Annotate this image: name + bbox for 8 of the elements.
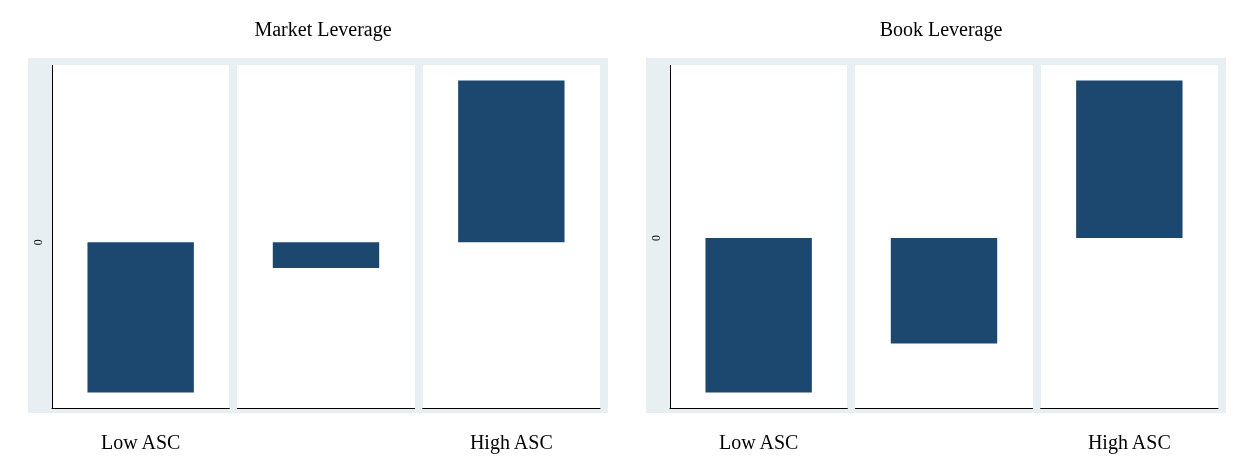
text: 0	[649, 235, 663, 242]
x-tick-label: High ASC	[1087, 431, 1171, 454]
text: 0	[31, 239, 45, 246]
x-tick-label: Low ASC	[100, 431, 181, 453]
chart-title: Book Leverage	[879, 18, 1003, 41]
chart-title: Market Leverage	[254, 18, 392, 41]
x-tick-label: Low ASC	[718, 431, 799, 453]
x-tick-label: High ASC	[469, 431, 553, 454]
